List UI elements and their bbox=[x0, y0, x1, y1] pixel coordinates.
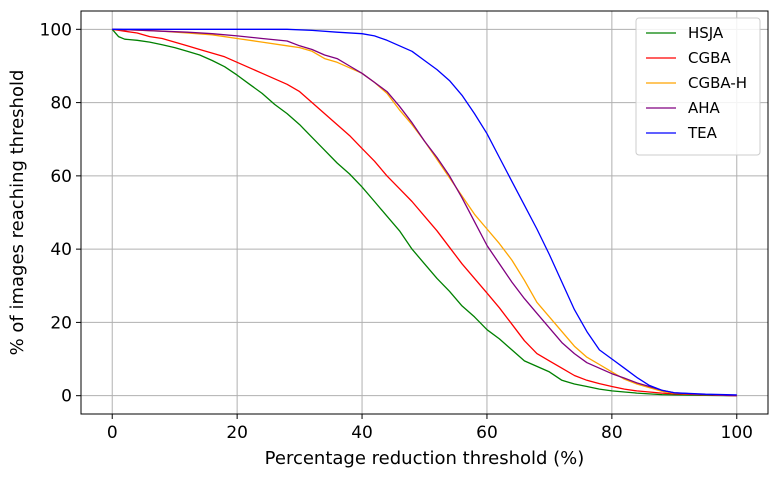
legend-box bbox=[635, 17, 761, 156]
legend: HSJA CGBA CGBA-H AHA TEA bbox=[635, 17, 761, 156]
series-lines bbox=[111, 28, 737, 397]
series-line-cgba-h bbox=[112, 28, 737, 397]
series-line-aha bbox=[112, 28, 737, 397]
legend-label-cgba-h: CGBA-H bbox=[688, 74, 747, 92]
x-tick-label: 60 bbox=[476, 423, 498, 443]
legend-label-hsja: HSJA bbox=[688, 24, 724, 42]
series-line-cgba bbox=[112, 28, 737, 397]
plot-area-frame bbox=[80, 10, 769, 415]
legend-label-tea: TEA bbox=[687, 124, 718, 142]
x-tick-label: 40 bbox=[351, 423, 373, 443]
series-line-tea bbox=[112, 28, 737, 396]
y-tick-label: 0 bbox=[61, 387, 72, 407]
axis-ticks: 0 20 40 60 80 100 0 20 40 60 80 100 bbox=[40, 20, 753, 443]
legend-label-aha: AHA bbox=[688, 99, 721, 117]
x-tick-label: 100 bbox=[721, 423, 753, 443]
x-tick-label: 80 bbox=[601, 423, 623, 443]
x-tick-label: 20 bbox=[226, 423, 248, 443]
y-tick-label: 40 bbox=[50, 240, 72, 260]
x-axis-label: Percentage reduction threshold (%) bbox=[265, 448, 585, 469]
x-tick-label: 0 bbox=[107, 423, 118, 443]
y-tick-label: 80 bbox=[50, 94, 72, 114]
y-axis-label: % of images reaching threshold bbox=[7, 70, 28, 356]
y-tick-label: 100 bbox=[40, 20, 72, 40]
y-tick-label: 20 bbox=[50, 313, 72, 333]
legend-label-cgba: CGBA bbox=[688, 49, 731, 67]
y-tick-label: 60 bbox=[50, 167, 72, 187]
series-line-hsja bbox=[111, 28, 737, 397]
